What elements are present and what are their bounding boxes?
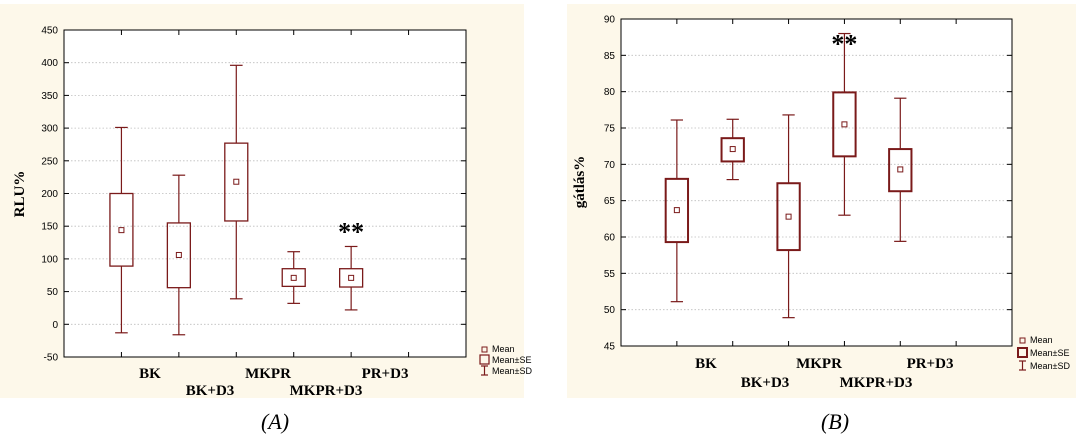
panel-b-x-axis (620, 19, 1013, 346)
category-label: BK+D3 (186, 383, 235, 399)
legend-label: Mean±SD (492, 366, 532, 376)
mean-marker (348, 274, 355, 281)
y-tick-label: 0 (52, 320, 58, 331)
panel-b-y-axis: 45 50 55 60 65 70 75 80 85 90 (604, 15, 1012, 353)
se-box (832, 91, 857, 158)
mean-marker (233, 178, 240, 185)
y-tick-label: 75 (604, 124, 616, 135)
se-box (166, 222, 191, 289)
y-tick-label: 85 (604, 51, 616, 62)
y-tick-label: -50 (44, 353, 59, 364)
se-box (776, 182, 801, 252)
category-label: BK (695, 356, 717, 372)
se-box (339, 268, 364, 288)
y-tick-label: 450 (41, 26, 58, 37)
mean-marker (729, 146, 736, 153)
y-tick-label: 300 (41, 124, 58, 135)
caption-b: (B) (821, 409, 849, 434)
se-box (281, 268, 306, 288)
panel-b-y-axis-label: gátlás% (572, 156, 588, 209)
panel-a-y-axis: -50 0 50 100 150 200 250 300 350 400 450 (41, 26, 466, 364)
se-box (224, 142, 249, 222)
y-tick-label: 70 (604, 160, 616, 171)
category-label: PR+D3 (362, 366, 409, 382)
mean-marker (118, 227, 125, 234)
y-tick-label: 150 (41, 222, 58, 233)
category-label: BK (139, 366, 161, 382)
se-box (888, 148, 913, 193)
category-label: PR+D3 (907, 356, 954, 372)
se-box (720, 137, 745, 163)
legend-mean-symbol (1019, 337, 1026, 344)
y-tick-label: 400 (41, 58, 58, 69)
panel-a-x-axis (63, 30, 467, 357)
panel-b-legend: Mean Mean±SE Mean±SD (1017, 335, 1070, 371)
caption-a: (A) (261, 409, 289, 434)
legend-label: Mean±SE (1030, 348, 1069, 358)
box-bk-plus-d3 (166, 174, 191, 336)
category-label: MKPR (796, 356, 842, 372)
panel-a-y-axis-label: RLU% (12, 171, 28, 218)
panel-b-plot-area (620, 18, 1013, 347)
category-label: MKPR+D3 (840, 375, 913, 391)
box-pr-plus-d3 (888, 97, 913, 242)
legend-label: Mean±SE (492, 355, 531, 365)
y-tick-label: 200 (41, 189, 58, 200)
panel-b: 45 50 55 60 65 70 75 80 85 90 BK BK+D3 MKPR MKPR+D3 P… (567, 4, 1076, 398)
y-tick-label: 50 (604, 305, 616, 316)
y-tick-label: 65 (604, 196, 616, 207)
panel-b-boxes (664, 32, 913, 319)
box-mkpr (224, 64, 249, 300)
legend-se-symbol (479, 354, 490, 365)
category-label: BK+D3 (741, 375, 790, 391)
y-tick-label: 250 (41, 156, 58, 167)
mean-marker (841, 121, 848, 128)
box-mkpr-plus-d3 (832, 32, 857, 216)
box-bk-plus-d3 (720, 118, 745, 181)
y-tick-label: 60 (604, 233, 616, 244)
y-tick-label: 100 (41, 254, 58, 265)
box-mkpr (776, 114, 801, 319)
mean-marker (290, 274, 297, 281)
category-label: MKPR (245, 366, 291, 382)
se-box (109, 192, 134, 267)
box-mkpr-plus-d3 (281, 251, 306, 304)
mean-marker (673, 207, 680, 214)
legend-label: Mean (492, 344, 515, 354)
panel-a-significance-marker: ** (338, 217, 364, 246)
y-tick-label: 80 (604, 87, 616, 98)
box-pr-plus-d3 (339, 245, 364, 311)
y-tick-label: 45 (604, 342, 616, 353)
y-tick-label: 55 (604, 269, 616, 280)
mean-marker (785, 213, 792, 220)
box-bk (664, 119, 690, 303)
se-box (664, 177, 690, 244)
legend-se-symbol (1017, 347, 1028, 358)
legend-label: Mean (1030, 335, 1053, 345)
box-bk (109, 126, 134, 334)
panel-b-gridlines (621, 54, 1012, 311)
panel-a-boxes (109, 64, 364, 336)
panel-a: -50 0 50 100 150 200 250 300 350 400 450 BK BK+D3 MK… (0, 4, 532, 399)
panel-b-category-labels: BK BK+D3 MKPR MKPR+D3 PR+D3 (695, 356, 953, 391)
mean-marker (175, 251, 182, 258)
category-label: MKPR+D3 (290, 383, 363, 399)
mean-marker (897, 166, 904, 173)
panel-b-significance-marker: ** (831, 30, 857, 59)
y-tick-label: 50 (47, 287, 59, 298)
legend-label: Mean±SD (1030, 361, 1070, 371)
y-tick-label: 350 (41, 91, 58, 102)
legend-mean-symbol (481, 346, 488, 353)
y-tick-label: 90 (604, 15, 616, 26)
